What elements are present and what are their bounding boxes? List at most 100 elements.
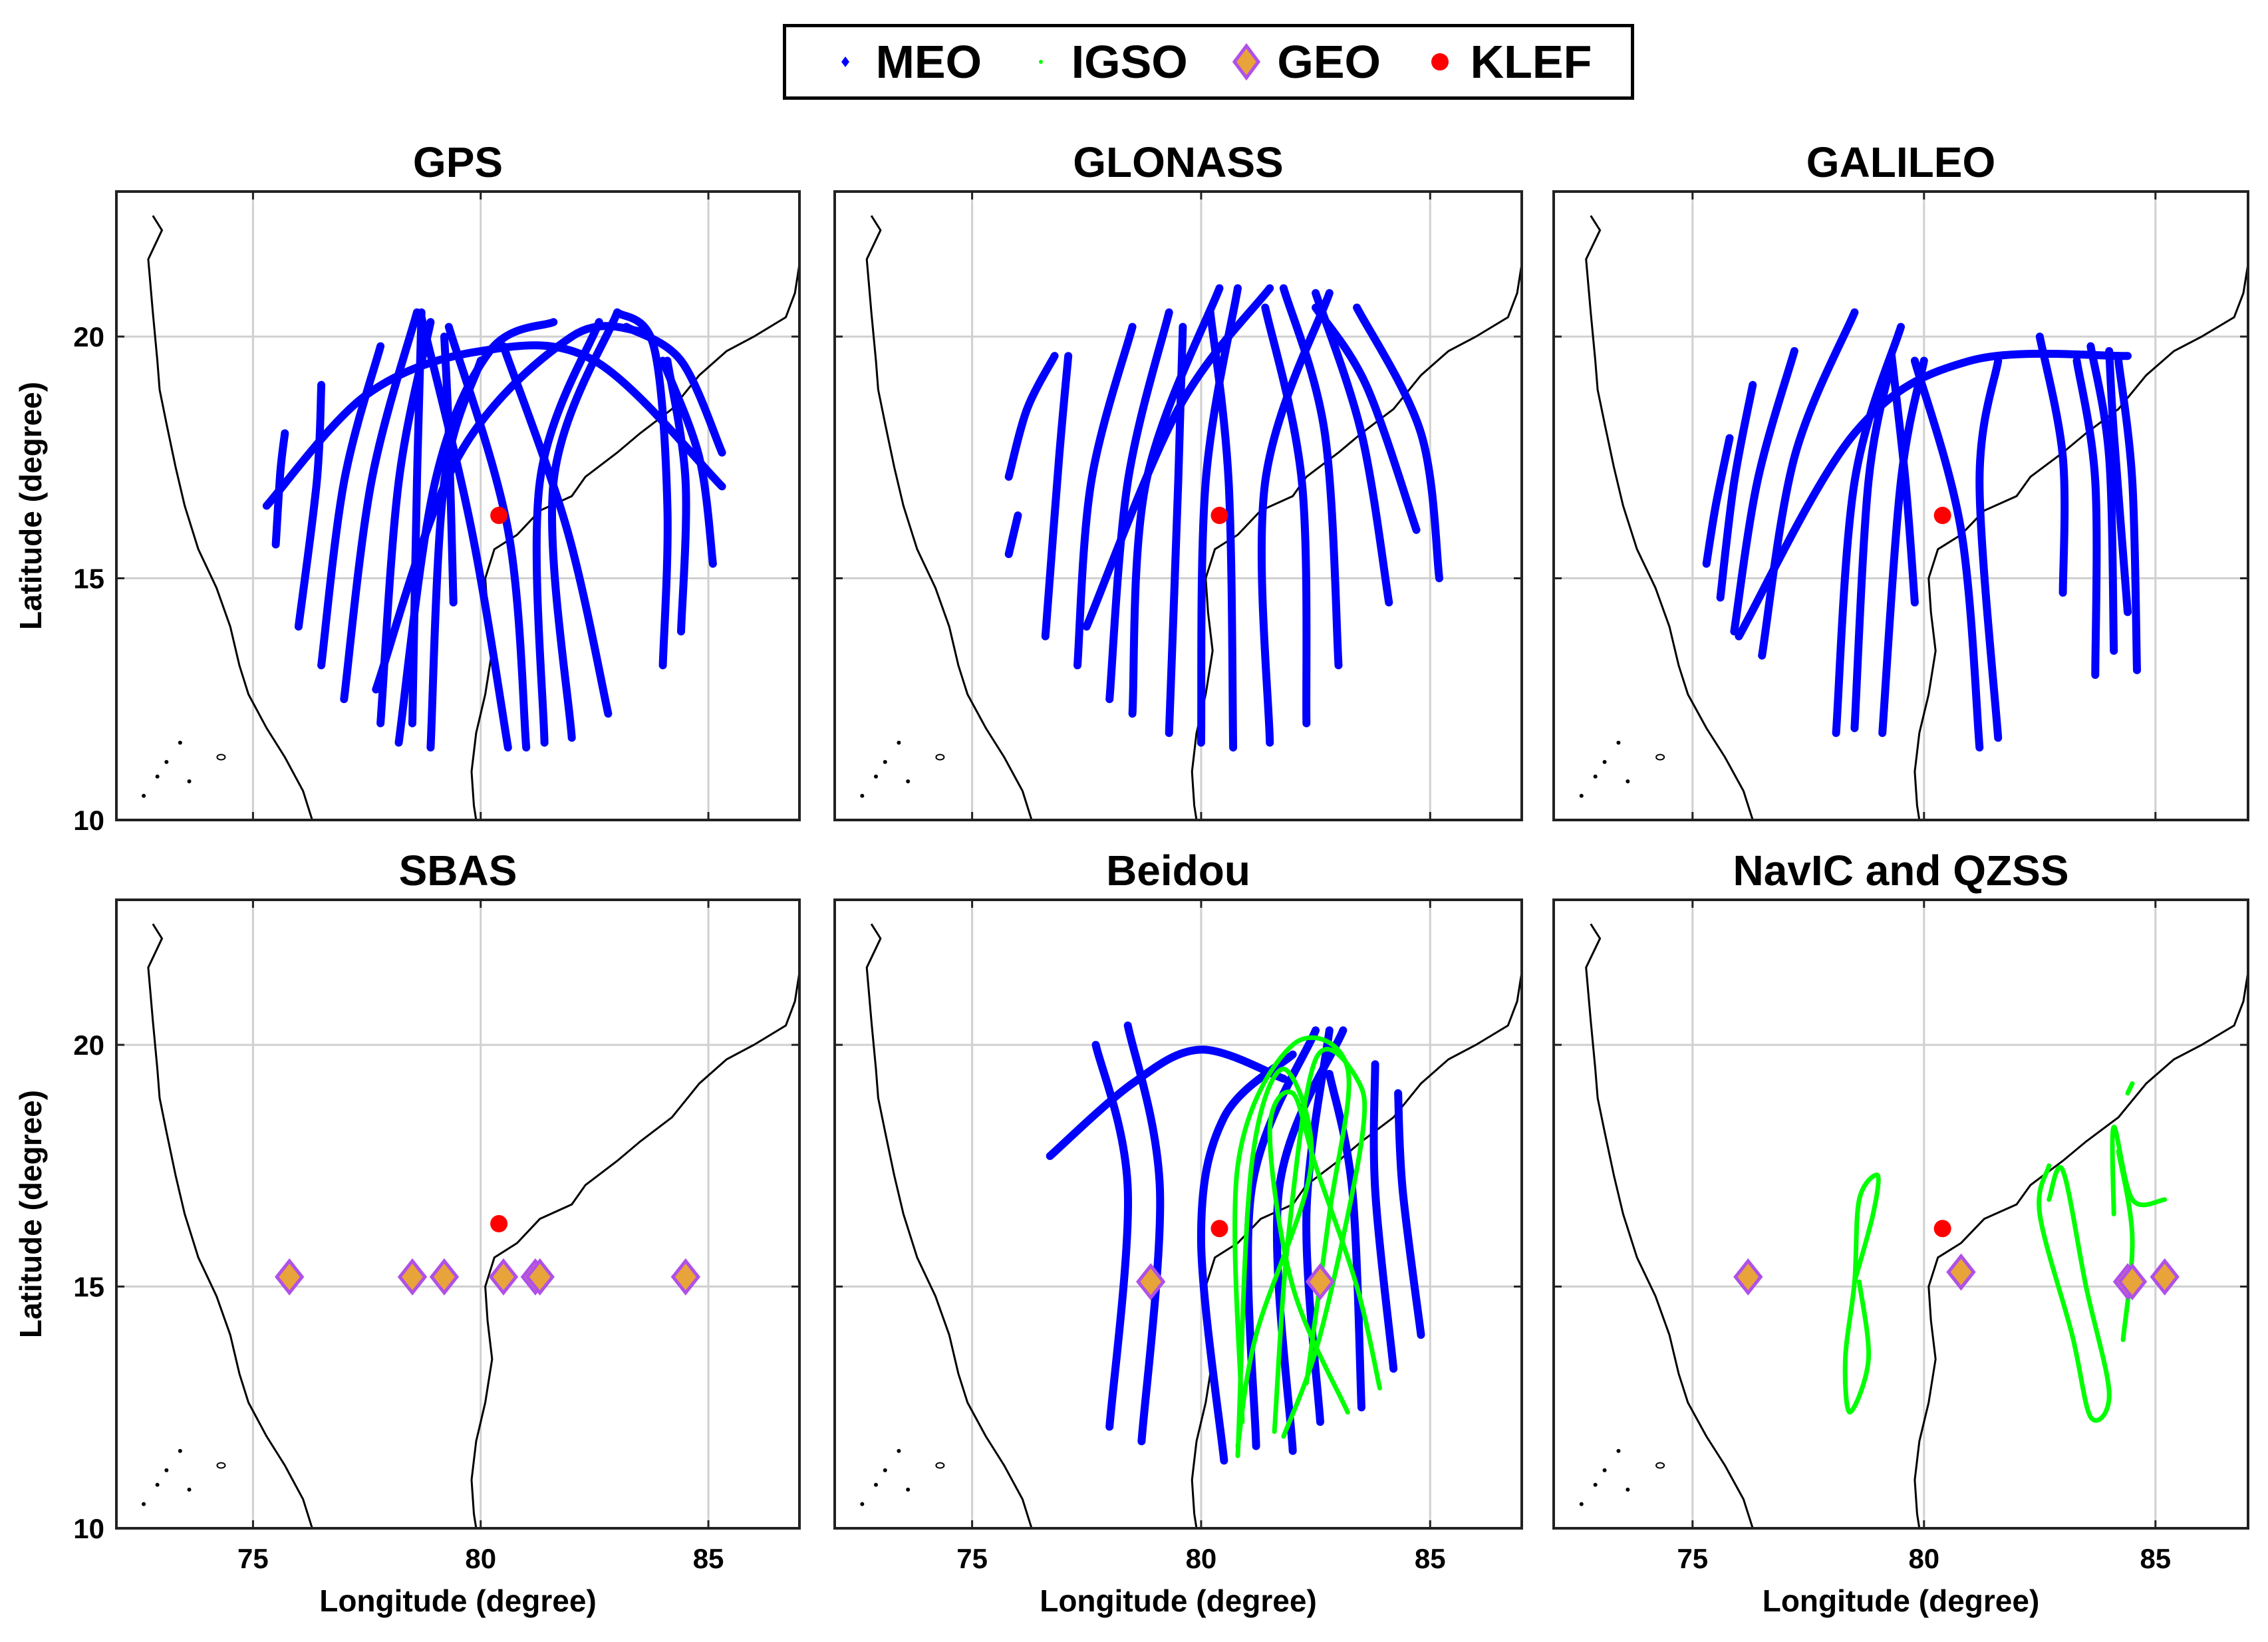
panel-title: NavIC and QZSS	[1733, 847, 2069, 894]
meo-track	[262, 341, 726, 510]
panel-glonass: GLONASS	[833, 138, 1523, 821]
island	[860, 1502, 865, 1506]
island	[142, 1502, 146, 1506]
meo-track	[394, 318, 558, 747]
island	[897, 740, 901, 745]
legend-label-meo: MEO	[875, 36, 982, 88]
coastline-west	[865, 215, 1033, 820]
island	[935, 1462, 945, 1469]
meo-track	[1888, 352, 1919, 607]
panel-navic-and-qzss: 75 80 85 NavIC and QZSS Longitude (degree)	[1552, 847, 2249, 1618]
geo-point	[2150, 1258, 2180, 1296]
meo-track	[532, 318, 603, 747]
y-tick-label: 10	[73, 805, 104, 836]
legend-box: MEO IGSO GEO KLEF	[783, 24, 1634, 100]
meo-track	[1850, 356, 1896, 732]
panel-title: GALILEO	[1806, 138, 1995, 186]
geo-diamond-icon	[1226, 42, 1266, 82]
y-tick-label: 20	[73, 1029, 104, 1061]
island	[1626, 1487, 1630, 1492]
meo-track	[1910, 356, 1984, 752]
meo-track	[1312, 303, 1421, 534]
island	[1602, 759, 1607, 764]
island	[883, 1468, 887, 1472]
island	[164, 1468, 169, 1472]
meo-track	[2086, 342, 2118, 655]
plot-content	[860, 215, 1522, 820]
geo-point	[274, 1258, 305, 1296]
legend-item-meo: MEO	[825, 35, 982, 88]
island	[178, 740, 182, 745]
legend-label-klef: KLEF	[1470, 36, 1592, 88]
island	[178, 1448, 182, 1453]
geo-point	[1946, 1253, 1976, 1291]
island	[1579, 793, 1584, 798]
axes-frame	[1552, 898, 2249, 1530]
island	[906, 1487, 911, 1492]
meo-track	[417, 313, 512, 752]
igso-track	[1232, 1035, 1351, 1425]
coastline-east	[1914, 972, 2248, 1528]
meo-track	[340, 308, 421, 704]
panel-gps: 10 15 20 GPS Latitude (degree)	[13, 138, 801, 836]
axes-frame	[115, 190, 801, 821]
meo-track	[408, 308, 426, 728]
legend-item-igso: IGSO	[1021, 35, 1188, 88]
x-axis-label: Longitude (degree)	[1040, 1583, 1317, 1618]
klef-point	[1933, 507, 1951, 525]
meo-track	[1257, 289, 1334, 747]
meo-track	[499, 342, 613, 718]
x-axis-label: Longitude (degree)	[319, 1583, 597, 1618]
axes-frame	[833, 898, 1523, 1530]
axes-frame	[1552, 190, 2249, 821]
meo-track	[1197, 1050, 1297, 1465]
plot-area	[1554, 900, 2248, 1528]
meo-track	[613, 308, 672, 670]
meo-track	[2072, 356, 2101, 679]
meo-track	[1369, 1060, 1398, 1373]
geo-point	[488, 1258, 519, 1296]
meo-track	[658, 356, 717, 568]
island	[216, 753, 226, 761]
meo-track	[1004, 352, 1059, 481]
geo-point	[429, 1258, 460, 1296]
geo-point	[525, 1258, 555, 1296]
meo-track	[1878, 356, 1928, 738]
x-tick-label: 85	[693, 1543, 724, 1574]
panel-title: GPS	[413, 138, 503, 186]
island	[155, 1482, 160, 1487]
plot-content	[142, 923, 799, 1528]
legend-item-geo: GEO	[1226, 35, 1381, 88]
igso-track	[1842, 1172, 1881, 1415]
coastline-east	[1914, 263, 2248, 820]
x-tick-label: 80	[1186, 1543, 1217, 1574]
klef-dot-icon	[1420, 42, 1460, 82]
geo-point	[1305, 1263, 1336, 1301]
klef-point	[490, 507, 508, 525]
plot-content	[860, 923, 1522, 1528]
island	[935, 753, 945, 761]
island	[1593, 1482, 1598, 1487]
island	[1626, 779, 1630, 783]
meo-track	[1261, 303, 1311, 728]
klef-point	[1210, 1220, 1228, 1238]
meo-track	[1123, 1022, 1165, 1446]
x-tick-label: 80	[1908, 1543, 1939, 1574]
coastline-west	[1585, 923, 1754, 1528]
meo-track	[1702, 434, 1734, 568]
geo-point	[670, 1258, 701, 1296]
panel-sbas: 75 80 85 10 15 20 SBAS Longitude (degree) Latitu…	[13, 847, 801, 1618]
coastline-west	[147, 923, 313, 1528]
island	[187, 1487, 192, 1492]
meo-track	[1730, 346, 1798, 636]
island	[897, 1448, 901, 1453]
plot-content	[1579, 923, 2248, 1528]
meo-track	[294, 380, 326, 631]
meo-track	[1353, 303, 1443, 583]
island	[216, 1462, 226, 1469]
meo-track	[1105, 308, 1173, 704]
x-tick-label: 80	[465, 1543, 496, 1574]
meo-track	[1716, 380, 1757, 602]
klef-point	[490, 1215, 508, 1233]
